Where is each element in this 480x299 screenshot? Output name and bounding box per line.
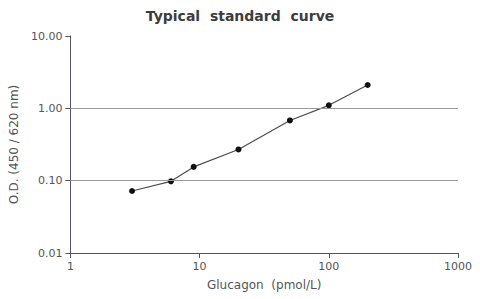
svg-text:O.D. (450 / 620 nm): O.D. (450 / 620 nm) xyxy=(7,85,21,205)
svg-text:100: 100 xyxy=(318,260,339,273)
svg-text:1: 1 xyxy=(67,260,74,273)
svg-text:10.00: 10.00 xyxy=(31,30,63,43)
svg-text:0.10: 0.10 xyxy=(38,174,63,187)
svg-text:1000: 1000 xyxy=(444,260,472,273)
svg-text:Glucagon (pmol/L): Glucagon (pmol/L) xyxy=(207,278,321,292)
svg-text:1.00: 1.00 xyxy=(38,102,63,115)
svg-text:0.01: 0.01 xyxy=(38,247,63,260)
svg-text:Typical standard curve: Typical standard curve xyxy=(146,8,335,24)
svg-text:10: 10 xyxy=(193,260,207,273)
